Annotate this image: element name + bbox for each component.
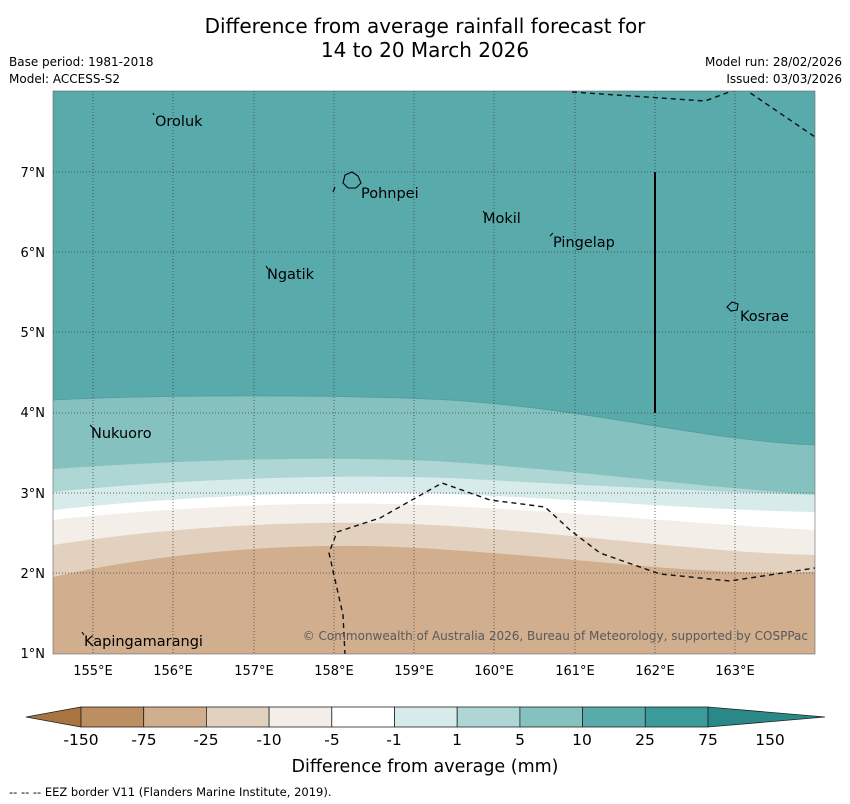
lon-tick-label: 159°E — [394, 664, 434, 679]
pingelap-atoll — [549, 232, 554, 237]
title-line-1: Difference from average rainfall forecas… — [204, 14, 646, 38]
place-label: Pingelap — [553, 235, 615, 251]
map-frame — [52, 90, 816, 655]
lon-tick-label: 163°E — [715, 664, 755, 679]
colorbar-swatch — [582, 706, 646, 728]
colorbar-tick-label: 5 — [515, 731, 525, 749]
colorbar — [25, 706, 826, 728]
colorbar-extend-low — [25, 706, 82, 728]
place-label: Oroluk — [155, 114, 203, 130]
pohnpei-island — [342, 171, 362, 189]
colorbar-tick-label: -150 — [63, 731, 98, 749]
eez-legend-note: -- -- -- EEZ border V11 (Flanders Marine… — [9, 785, 332, 799]
colorbar-swatch — [205, 706, 270, 728]
model-name: Model: ACCESS-S2 — [9, 72, 121, 86]
colorbar-tick-label: -10 — [256, 731, 281, 749]
place-label: Ngatik — [267, 267, 315, 283]
lon-tick-label: 160°E — [474, 664, 514, 679]
colorbar-extend-high — [707, 706, 826, 728]
colorbar-swatch — [519, 706, 584, 728]
rainfall-contours — [53, 91, 815, 654]
eez-borders — [328, 91, 815, 654]
eez-border-south — [328, 482, 815, 654]
colorbar-tick-label: 75 — [698, 731, 718, 749]
nukuoro-atoll — [89, 424, 94, 429]
kosrae-island — [726, 301, 739, 312]
place-label: Pohnpei — [361, 186, 419, 202]
place-label: Kosrae — [740, 309, 789, 325]
place-label: Nukuoro — [91, 426, 152, 442]
colorbar-swatch — [394, 706, 458, 728]
lat-tick-label: 1°N — [21, 647, 46, 662]
colorbar-tick-label: -25 — [193, 731, 218, 749]
mokil-atoll — [482, 210, 486, 215]
copyright-notice: © Commonwealth of Australia 2026, Bureau… — [303, 629, 808, 643]
eez-border-northeast — [746, 91, 815, 138]
lon-tick-label: 161°E — [555, 664, 595, 679]
colorbar-swatch — [456, 706, 521, 728]
ngatik-atoll — [265, 265, 269, 270]
lon-tick-label: 155°E — [73, 664, 113, 679]
lat-tick-label: 2°N — [21, 567, 46, 582]
lat-tick-label: 5°N — [21, 326, 46, 341]
colorbar-tick-label: -75 — [131, 731, 156, 749]
colorbar-swatch — [80, 706, 145, 728]
colorbar-swatch — [331, 706, 395, 728]
colorbar-tick-label: 1 — [452, 731, 462, 749]
colorbar-swatch — [644, 706, 709, 728]
colorbar-swatch — [143, 706, 207, 728]
title-line-2: 14 to 20 March 2026 — [320, 38, 530, 62]
colorbar-tick-label: 150 — [755, 731, 785, 749]
lon-tick-label: 157°E — [234, 664, 274, 679]
meta-right: Model run: 28/02/2026 Issued: 03/03/2026 — [705, 54, 842, 88]
pohnpei-outer-islet — [332, 186, 336, 193]
colorbar-tick-label: -5 — [324, 731, 339, 749]
model-run: Model run: 28/02/2026 — [704, 55, 842, 69]
lon-tick-label: 162°E — [635, 664, 675, 679]
oroluk-atoll — [152, 112, 155, 116]
colorbar-tick-label: 25 — [635, 731, 655, 749]
kapingamarangi-atoll — [81, 631, 85, 636]
lon-tick-label: 156°E — [153, 664, 193, 679]
colorbar-tick-label: -1 — [386, 731, 401, 749]
issued-date: Issued: 03/03/2026 — [726, 72, 842, 86]
map-title: Difference from average rainfall forecas… — [0, 14, 850, 62]
contour-25-75 — [53, 91, 815, 445]
lon-tick-label: 158°E — [314, 664, 354, 679]
lat-tick-label: 4°N — [21, 406, 46, 421]
lat-tick-label: 3°N — [21, 487, 46, 502]
colorbar-ticks: -150 -75 -25 -10 -5 -1 1 5 10 25 75 150 — [63, 731, 784, 749]
colorbar-swatch — [268, 706, 333, 728]
gridlines — [53, 91, 815, 654]
lat-tick-label: 7°N — [21, 166, 46, 181]
place-label: Kapingamarangi — [84, 634, 203, 650]
base-period: Base period: 1981-2018 — [9, 55, 154, 69]
place-label: Mokil — [483, 211, 521, 227]
lat-tick-label: 6°N — [21, 246, 46, 261]
colorbar-tick-label: 10 — [572, 731, 592, 749]
meta-left: Base period: 1981-2018 Model: ACCESS-S2 — [9, 54, 154, 88]
islands — [81, 112, 739, 636]
colorbar-label: Difference from average (mm) — [291, 757, 558, 777]
